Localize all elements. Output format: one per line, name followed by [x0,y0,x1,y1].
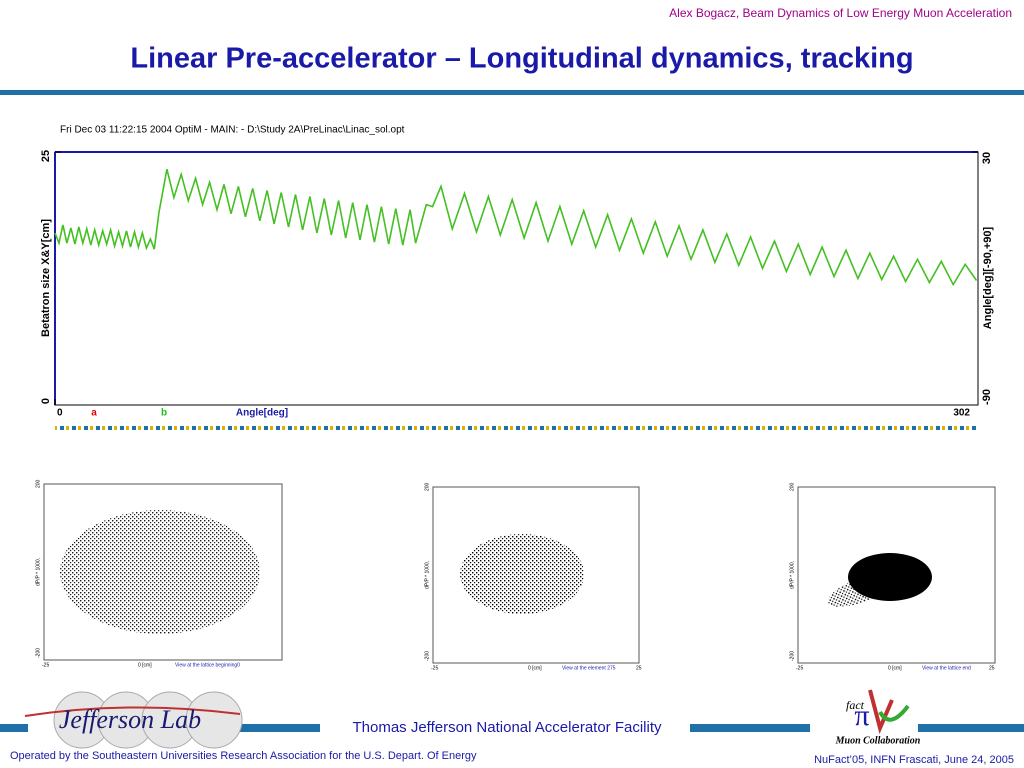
x-left: -25 [42,662,49,668]
x-right: 25 [636,665,642,671]
nufact-logo: fact π Muon Collaboration [835,689,921,746]
slide-title: Linear Pre-accelerator – Longitudinal dy… [130,43,913,75]
y-tick-label: 0 [40,398,52,404]
author-line: Alex Bogacz, Beam Dynamics of Low Energy… [669,6,1012,20]
y-label: dP/P * 1000, [424,561,430,589]
y-bottom: -200 [35,648,41,658]
annotation: a [91,408,97,419]
phase-frame [43,483,283,661]
footer: Jefferson Lab Thomas Jefferson National … [0,689,1024,766]
chart: Fri Dec 03 11:22:15 2004 OptiM - MAIN: -… [40,125,994,430]
caption: View at the lattice beginning0 [175,662,240,668]
logo-glyph: π [854,699,869,732]
phase-plot: 200 -200 dP/P * 1000, -25 0 [cm] View at… [789,482,996,671]
y-top: 200 [424,482,430,491]
footer-bar [918,724,1024,732]
event: NuFact’05, INFN Frascati, June 24, 2005 [814,754,1014,766]
caption: View at the lattice end [922,665,971,671]
footer-bar [240,724,320,732]
lab-logo-text: Jefferson Lab [59,705,201,734]
x-right: 25 [989,665,995,671]
element-strip [55,426,978,430]
y-bottom: -200 [424,651,430,661]
chart-title: Fri Dec 03 11:22:15 2004 OptiM - MAIN: -… [60,125,405,136]
y-axis-label: Betatron size X&Y[cm] [40,219,52,337]
x-mid: 0 [cm] [528,665,542,671]
logo-fact: fact [846,698,865,712]
y-top: 200 [789,482,795,491]
x-axis-label: Angle[deg] [236,408,288,419]
particle-tail [827,573,897,607]
jlab-logo: Jefferson Lab [24,691,243,749]
title-rule [0,90,1024,95]
series-line [54,169,978,287]
y-label: dP/P * 1000, [35,558,41,586]
y-label: dP/P * 1000, [789,561,795,589]
x-left: -25 [431,665,438,671]
particle-cloud [60,510,260,634]
y-top: 200 [35,479,41,488]
footer-bar [690,724,810,732]
x-mid: 0 [cm] [138,662,152,668]
annotation: b [161,408,167,419]
caption: View at the element 275 [562,665,616,671]
x-left: -25 [796,665,803,671]
particle-cloud [460,534,584,614]
phase-frame [432,486,640,664]
phase-frame [797,486,996,664]
phase-plot: 200 -200 dP/P * 1000, -25 0 [cm] View at… [424,482,641,671]
y-bottom: -200 [789,651,795,661]
phase-plot: 200 -200 dP/P * 1000, -25 0 [cm] View at… [35,479,283,668]
x-tick-label: 0 [57,408,63,419]
plot-frame [54,151,979,406]
operated-by: Operated by the Southeastern Universitie… [10,750,477,762]
y2-tick-label: 30 [981,152,993,164]
x-mid: 0 [cm] [888,665,902,671]
facility: Thomas Jefferson National Accelerator Fa… [352,719,662,736]
x-tick-label: 302 [953,408,970,419]
y2-tick-label: -90 [981,389,993,405]
y2-axis-label: Angle[deg][-90,+90] [982,226,994,329]
footer-bar [0,724,28,732]
y-tick-label: 25 [40,150,52,162]
logo-collab: Muon Collaboration [835,735,921,746]
